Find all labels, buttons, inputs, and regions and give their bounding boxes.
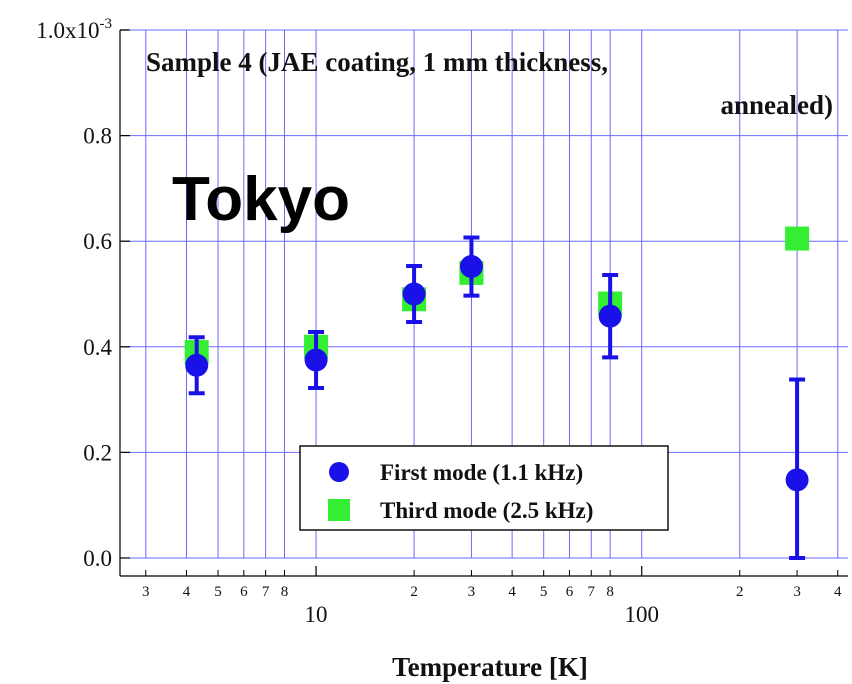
x-minor-tick-label: 2 bbox=[736, 584, 744, 600]
y-tick-label: 0.0 bbox=[83, 546, 112, 571]
legend: First mode (1.1 kHz) Third mode (2.5 kHz… bbox=[299, 445, 669, 531]
legend-label-third-mode: Third mode (2.5 kHz) bbox=[380, 498, 593, 523]
x-major-tick-label: 100 bbox=[624, 602, 659, 627]
y-tick-label: 0.4 bbox=[83, 335, 112, 360]
x-minor-tick-label: 4 bbox=[508, 584, 516, 600]
chart-title-line2: annealed) bbox=[720, 90, 833, 120]
x-minor-tick-label: 8 bbox=[281, 584, 289, 600]
x-minor-tick-label: 3 bbox=[468, 584, 476, 600]
first-mode-point bbox=[185, 353, 209, 377]
first-mode-point bbox=[402, 282, 426, 306]
legend-marker-third-mode bbox=[328, 499, 350, 521]
x-axis-label: Temperature [K] bbox=[392, 652, 588, 682]
first-mode-point bbox=[459, 255, 483, 279]
y-tick-label: 0.8 bbox=[83, 124, 112, 149]
third-mode-point bbox=[785, 226, 810, 251]
legend-label-first-mode: First mode (1.1 kHz) bbox=[380, 460, 583, 485]
first-mode-point bbox=[785, 468, 809, 492]
x-minor-tick-label: 5 bbox=[540, 584, 548, 600]
x-minor-tick-label: 2 bbox=[410, 584, 418, 600]
first-mode-point bbox=[304, 348, 328, 372]
legend-marker-first-mode bbox=[329, 462, 349, 482]
x-minor-tick-label: 7 bbox=[588, 584, 596, 600]
y-tick-label: 0.2 bbox=[83, 440, 112, 465]
chart-title-line1: Sample 4 (JAE coating, 1 mm thickness, bbox=[146, 47, 608, 77]
x-minor-tick-label: 4 bbox=[183, 584, 191, 600]
tokyo-overlay-label: Tokyo bbox=[172, 165, 350, 234]
x-minor-tick-label: 5 bbox=[214, 584, 222, 600]
legend-box bbox=[299, 445, 669, 531]
x-minor-tick-label: 3 bbox=[142, 584, 150, 600]
axes bbox=[119, 29, 848, 577]
x-minor-tick-label: 3 bbox=[793, 584, 801, 600]
x-minor-tick-label: 7 bbox=[262, 584, 270, 600]
x-minor-tick-label: 4 bbox=[834, 584, 842, 600]
x-minor-tick-label: 6 bbox=[240, 584, 248, 600]
tick-labels: 0.00.20.40.60.81.0x10-33 4 5 6 7 8 2 3 4 5 6 7 8 2 3 41… bbox=[36, 16, 842, 627]
x-minor-tick-label: 6 bbox=[566, 584, 574, 600]
plot-series bbox=[184, 226, 810, 560]
y-tick-label: 0.6 bbox=[83, 229, 112, 254]
x-minor-tick-label: 8 bbox=[606, 584, 614, 600]
y-tick-label: 1.0x10-3 bbox=[36, 16, 112, 43]
x-major-tick-label: 10 bbox=[305, 602, 328, 627]
first-mode-point bbox=[598, 304, 622, 328]
